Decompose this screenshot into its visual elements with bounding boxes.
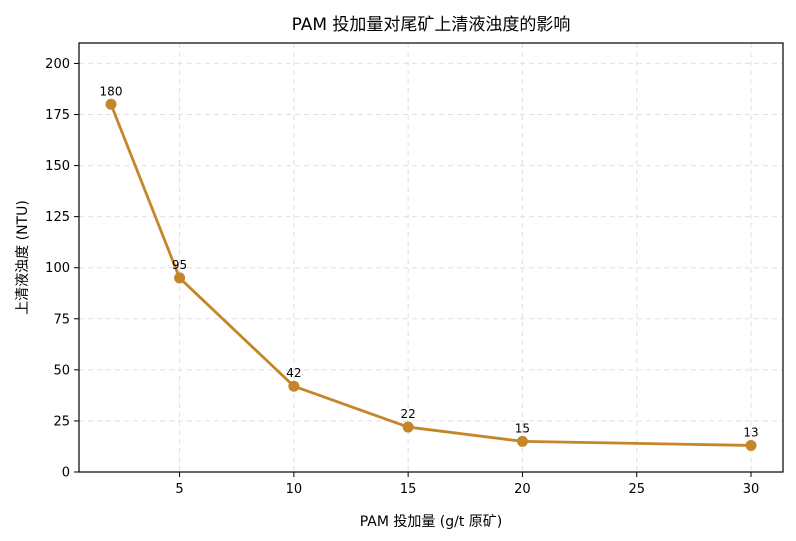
y-tick-label: 175 xyxy=(45,108,70,123)
y-tick-label: 100 xyxy=(45,261,70,276)
x-tick-label: 20 xyxy=(514,482,531,497)
data-point xyxy=(516,435,528,447)
data-label: 42 xyxy=(286,366,301,380)
series-layer: 180 95 42 22 15 13 xyxy=(100,84,759,451)
y-tick-label: 200 xyxy=(45,57,70,72)
x-tick-label: 25 xyxy=(628,482,645,497)
data-point xyxy=(105,98,117,110)
y-tick-label: 75 xyxy=(53,312,70,327)
data-point xyxy=(288,380,300,392)
series-line xyxy=(109,103,752,447)
y-axis: 0 25 50 75 100 125 150 175 200 xyxy=(45,57,79,481)
grid xyxy=(79,43,783,473)
data-label: 95 xyxy=(172,258,187,272)
x-axis: 5 10 15 20 25 30 xyxy=(175,472,759,497)
y-tick-label: 25 xyxy=(53,414,70,429)
plot-frame xyxy=(78,42,784,473)
x-tick-label: 30 xyxy=(743,482,760,497)
x-tick-label: 15 xyxy=(400,482,417,497)
y-tick-label: 125 xyxy=(45,210,70,225)
y-tick-label: 0 xyxy=(62,466,70,481)
x-tick-label: 10 xyxy=(286,482,303,497)
x-axis-label: PAM 投加量 (g/t 原矿) xyxy=(360,514,503,530)
data-label: 180 xyxy=(100,84,123,98)
data-label: 22 xyxy=(401,407,416,421)
data-label: 13 xyxy=(743,425,758,439)
data-point xyxy=(174,272,186,284)
chart-title: PAM 投加量对尾矿上清液浊度的影响 xyxy=(292,15,571,35)
y-axis-label: 上清液浊度 (NTU) xyxy=(15,200,31,315)
y-tick-label: 150 xyxy=(45,159,70,174)
y-tick-label: 50 xyxy=(53,363,70,378)
data-point xyxy=(402,421,414,433)
data-label: 15 xyxy=(515,421,530,435)
data-point xyxy=(745,439,757,451)
x-tick-label: 5 xyxy=(175,482,183,497)
